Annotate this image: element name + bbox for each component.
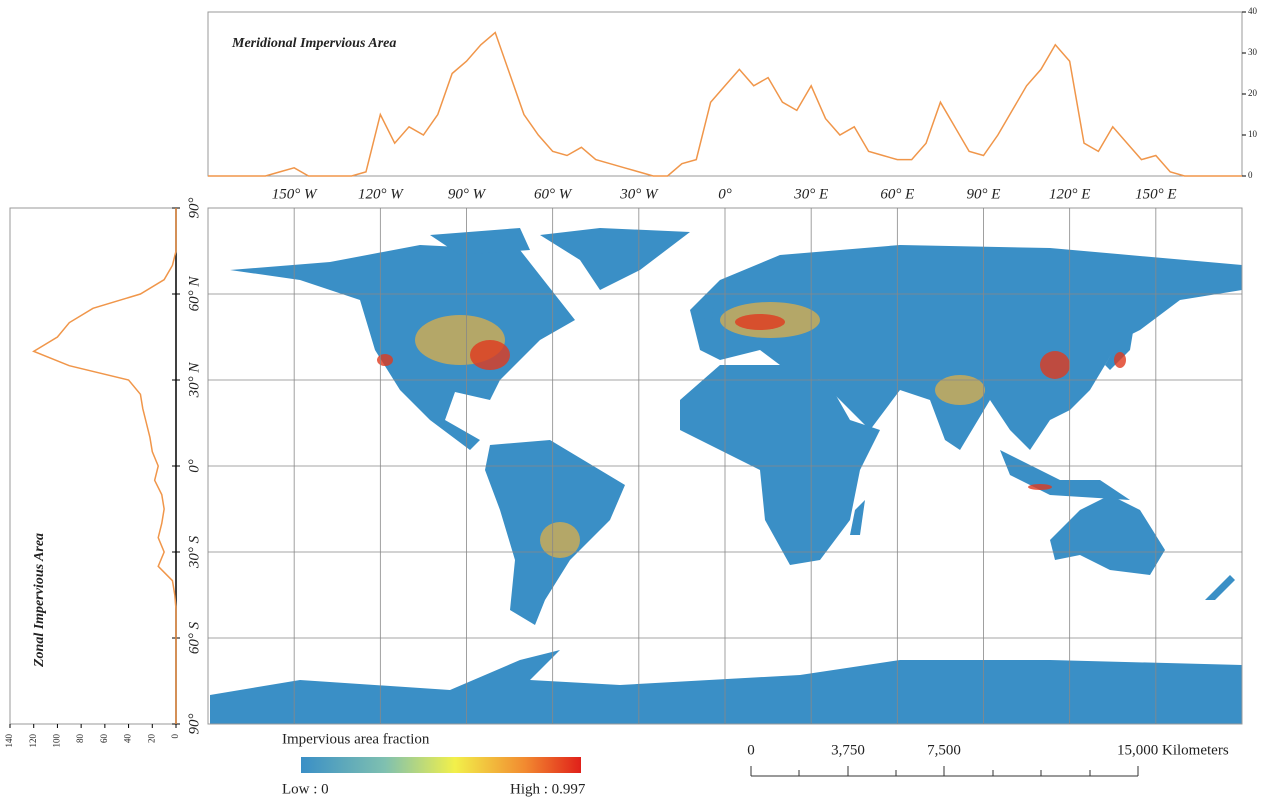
lon-label: 30° E (793, 186, 828, 202)
scale-label: 7,500 (927, 742, 961, 758)
scale-bar (750, 766, 1139, 777)
profile-line (208, 31, 1242, 177)
lon-label: 30° W (619, 186, 659, 202)
x-tick-label: 60 (99, 734, 109, 744)
x-tick-label: 80 (75, 734, 85, 744)
profile-line (32, 208, 177, 724)
y-tick-label: 20 (1248, 88, 1258, 98)
zonal-title: Zonal Impervious Area (32, 533, 47, 668)
lon-label: 60° W (534, 186, 573, 202)
lat-label: 0° (186, 459, 202, 473)
lat-label: 90° (186, 714, 202, 735)
x-tick-label: 40 (123, 734, 133, 744)
legend-title: Impervious area fraction (282, 731, 430, 747)
lat-label: 60° S (186, 621, 202, 654)
scale-label: 3,750 (831, 742, 865, 758)
y-tick-label: 10 (1248, 129, 1258, 139)
lat-label: 30° S (186, 535, 202, 569)
legend-gradient (301, 757, 581, 773)
scale-label: 15,000 Kilometers (1117, 742, 1229, 758)
y-tick-label: 0 (1248, 170, 1253, 180)
y-tick-label: 40 (1248, 6, 1258, 16)
lat-label: 30° N (186, 362, 202, 399)
lon-label: 90° W (448, 186, 487, 202)
x-tick-label: 100 (51, 734, 61, 748)
legend-low: Low : 0 (282, 781, 329, 797)
x-tick-label: 120 (28, 734, 38, 748)
lon-label: 120° E (1049, 186, 1090, 202)
y-tick-label: 30 (1248, 47, 1258, 57)
lon-label: 60° E (880, 186, 914, 202)
lat-label: 60° N (186, 276, 202, 312)
scale-label: 0 (747, 742, 755, 758)
meridional-title: Meridional Impervious Area (231, 36, 396, 51)
x-tick-label: 0 (170, 734, 180, 739)
x-tick-label: 20 (146, 734, 156, 744)
lat-label: 90° (186, 198, 202, 219)
x-tick-label: 140 (4, 734, 14, 748)
lon-label: 150° W (272, 186, 318, 202)
legend-high: High : 0.997 (510, 781, 586, 797)
lon-label: 120° W (358, 186, 404, 202)
lon-label: 0° (718, 186, 732, 202)
lon-label: 90° E (967, 186, 1001, 202)
lon-label: 150° E (1135, 186, 1176, 202)
land (210, 228, 1242, 724)
